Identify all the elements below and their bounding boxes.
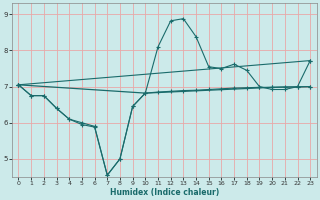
- X-axis label: Humidex (Indice chaleur): Humidex (Indice chaleur): [110, 188, 219, 197]
